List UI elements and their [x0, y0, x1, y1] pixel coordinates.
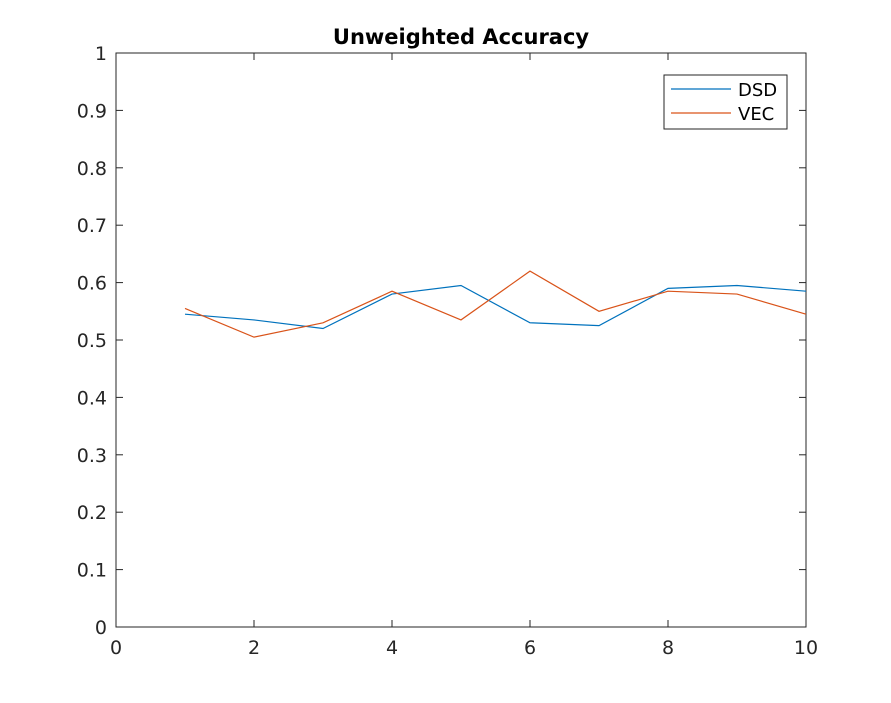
x-tick-label: 2: [248, 637, 260, 659]
series-group: [184, 270, 807, 338]
y-tick-label: 0.1: [77, 560, 107, 582]
y-tick-label: 0.3: [77, 445, 107, 467]
plot-area: 0 2 4 6 8 10 0 0.1 0.2 0.3 0.4 0.5 0.6 0.7 0.8 0.9 1 DS…: [77, 43, 818, 659]
y-tick-label: 0.6: [77, 273, 107, 295]
x-tick-label: 6: [524, 637, 536, 659]
y-tick-label: 0: [95, 617, 107, 639]
x-axis: 0 2 4 6 8 10: [110, 53, 818, 659]
y-tick-label: 0.5: [77, 330, 107, 352]
y-tick-label: 0.9: [77, 100, 107, 122]
y-tick-label: 1: [95, 43, 107, 65]
y-tick-label: 0.8: [77, 158, 107, 180]
legend-label-vec: VEC: [738, 104, 774, 125]
y-tick-label: 0.2: [77, 502, 107, 524]
legend: DSD VEC: [663, 74, 788, 130]
legend-label-dsd: DSD: [738, 80, 777, 101]
axes-box: [115, 52, 807, 628]
series-line-vec: [184, 270, 807, 338]
x-tick-label: 0: [110, 637, 122, 659]
legend-box: [663, 74, 788, 130]
x-tick-label: 4: [386, 637, 398, 659]
y-tick-label: 0.7: [77, 215, 107, 237]
x-tick-label: 8: [662, 637, 674, 659]
x-tick-label: 10: [794, 637, 818, 659]
chart-title: Unweighted Accuracy: [333, 25, 590, 49]
y-tick-label: 0.4: [77, 387, 107, 409]
series-line-dsd: [184, 284, 807, 330]
y-axis: 0 0.1 0.2 0.3 0.4 0.5 0.6 0.7 0.8 0.9 1: [77, 43, 806, 639]
